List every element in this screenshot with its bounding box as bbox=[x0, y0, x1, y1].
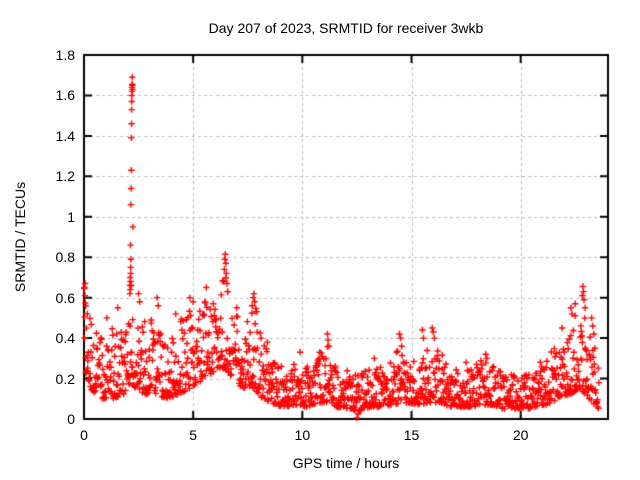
y-tick-label: 0.8 bbox=[55, 249, 75, 266]
y-tick-label: 1.4 bbox=[55, 127, 75, 144]
x-axis-label: GPS time / hours bbox=[292, 455, 400, 471]
y-tick-label: 1.2 bbox=[55, 168, 75, 185]
y-tick-label: 1 bbox=[67, 208, 75, 225]
y-tick-label: 1.6 bbox=[55, 87, 75, 104]
y-tick-label: 0 bbox=[67, 411, 75, 427]
y-tick-label: 0.4 bbox=[55, 330, 75, 347]
y-tick-label: 1.8 bbox=[55, 47, 75, 63]
x-tick-label: 5 bbox=[189, 427, 198, 443]
chart-title: Day 207 of 2023, SRMTID for receiver 3wk… bbox=[208, 20, 484, 36]
x-tick-label: 20 bbox=[512, 427, 529, 443]
y-axis-label: SRMTID / TECUs bbox=[12, 181, 28, 293]
x-tick-label: 0 bbox=[80, 427, 88, 443]
x-tick-label: 15 bbox=[403, 427, 420, 443]
y-tick-label: 0.2 bbox=[55, 370, 75, 387]
x-tick-label: 10 bbox=[294, 427, 311, 443]
y-tick-label: 0.6 bbox=[55, 289, 75, 306]
